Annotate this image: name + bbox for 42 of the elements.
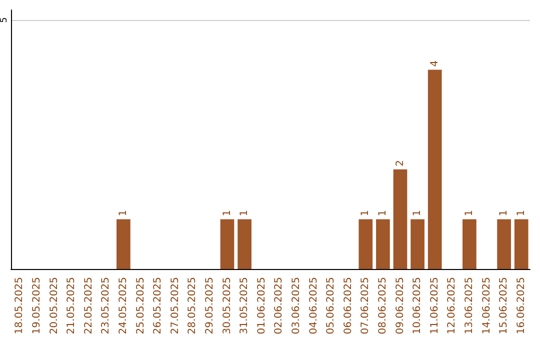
x-tick-label: 20.05.2025: [48, 277, 60, 334]
x-tick-label: 26.05.2025: [152, 277, 164, 334]
data-label: 1: [360, 210, 372, 216]
x-tick-label: 05.06.2025: [326, 277, 337, 334]
x-tick-label: 10.06.2025: [412, 277, 424, 334]
data-label: 1: [412, 210, 424, 216]
x-tick-label: 24.05.2025: [118, 277, 129, 334]
x-tick-label: 31.05.2025: [239, 277, 250, 334]
x-tick-label: 19.05.2025: [31, 277, 42, 334]
x-tick-label: 27.05.2025: [170, 277, 181, 334]
x-tick-label: 06.06.2025: [342, 277, 354, 334]
data-label: 1: [118, 210, 129, 216]
x-tick-label: 14.06.2025: [481, 277, 492, 334]
x-tick-label: 22.05.2025: [83, 277, 94, 334]
y-tick-label: 5: [0, 17, 10, 23]
x-tick-label: 16.06.2025: [516, 277, 527, 334]
x-tick-label: 12.06.2025: [446, 277, 458, 334]
x-tick-label: 02.06.2025: [274, 277, 285, 334]
x-tick-label: 03.06.2025: [290, 277, 302, 334]
x-tick-label: 13.06.2025: [464, 277, 475, 334]
data-label: 1: [239, 210, 250, 216]
x-tick-label: 30.05.2025: [222, 277, 233, 334]
data-label: 1: [222, 210, 233, 216]
data-label: 1: [464, 210, 475, 216]
data-label: 1: [498, 210, 510, 216]
x-tick-label: 18.05.2025: [14, 277, 26, 334]
data-label: 1: [516, 210, 527, 216]
data-label: 1: [377, 210, 388, 216]
x-tick-label: 01.06.2025: [256, 277, 268, 334]
x-tick-label: 28.05.2025: [187, 277, 198, 334]
x-tick-label: 25.05.2025: [135, 277, 146, 334]
x-tick-label: 29.05.2025: [204, 277, 216, 334]
x-tick-label: 23.05.2025: [100, 277, 112, 334]
x-tick-label: 21.05.2025: [66, 277, 78, 334]
data-label: 4: [429, 60, 440, 67]
data-label: 2: [394, 160, 406, 166]
x-tick-label: 08.06.2025: [377, 277, 388, 334]
x-tick-label: 11.06.2025: [429, 277, 440, 334]
x-tick-label: 04.06.2025: [308, 277, 320, 334]
x-tick-label: 09.06.2025: [394, 277, 406, 334]
x-tick-label: 15.06.2025: [498, 277, 510, 334]
x-tick-label: 07.06.2025: [360, 277, 372, 334]
